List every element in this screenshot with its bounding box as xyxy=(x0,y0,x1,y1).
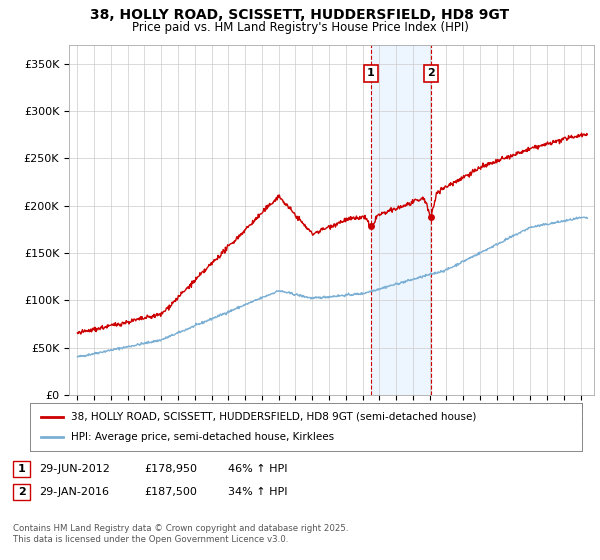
Text: HPI: Average price, semi-detached house, Kirklees: HPI: Average price, semi-detached house,… xyxy=(71,432,335,442)
Text: 46% ↑ HPI: 46% ↑ HPI xyxy=(228,464,287,474)
Text: 2: 2 xyxy=(427,68,435,78)
Text: £187,500: £187,500 xyxy=(144,487,197,497)
Text: 2: 2 xyxy=(18,487,25,497)
Text: 1: 1 xyxy=(18,464,25,474)
Text: 29-JUN-2012: 29-JUN-2012 xyxy=(39,464,110,474)
Bar xyxy=(371,45,431,395)
Text: 1: 1 xyxy=(367,68,375,78)
Text: £178,950: £178,950 xyxy=(144,464,197,474)
Text: 34% ↑ HPI: 34% ↑ HPI xyxy=(228,487,287,497)
Text: 38, HOLLY ROAD, SCISSETT, HUDDERSFIELD, HD8 9GT (semi-detached house): 38, HOLLY ROAD, SCISSETT, HUDDERSFIELD, … xyxy=(71,412,477,422)
Text: 38, HOLLY ROAD, SCISSETT, HUDDERSFIELD, HD8 9GT: 38, HOLLY ROAD, SCISSETT, HUDDERSFIELD, … xyxy=(91,8,509,22)
Text: 29-JAN-2016: 29-JAN-2016 xyxy=(39,487,109,497)
Text: Price paid vs. HM Land Registry's House Price Index (HPI): Price paid vs. HM Land Registry's House … xyxy=(131,21,469,34)
Text: Contains HM Land Registry data © Crown copyright and database right 2025.
This d: Contains HM Land Registry data © Crown c… xyxy=(13,524,349,544)
